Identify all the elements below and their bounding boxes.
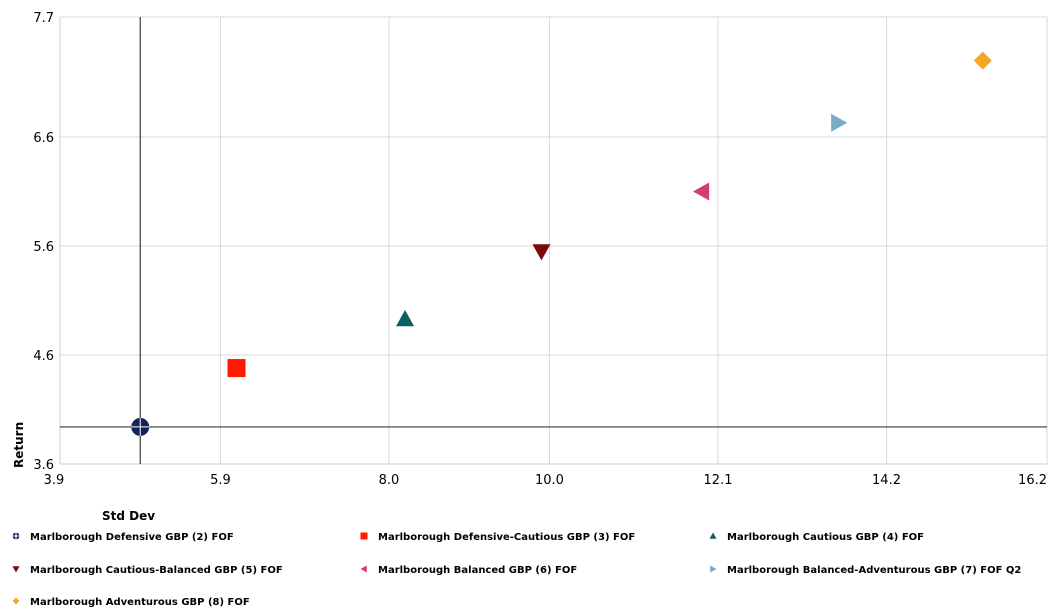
legend-item: Marlborough Adventurous GBP (8) FOF bbox=[12, 597, 250, 608]
x-tick-label: 14.2 bbox=[872, 473, 901, 488]
data-point bbox=[396, 309, 415, 327]
x-tick-labels: 3.9 5.9 8.0 10.0 12.1 14.2 16.2 bbox=[44, 473, 1047, 488]
reference-lines bbox=[60, 17, 1047, 464]
y-tick-label: 3.6 bbox=[33, 458, 54, 473]
grid-lines bbox=[59, 16, 1048, 465]
data-point bbox=[227, 359, 246, 378]
legend-marker bbox=[709, 532, 717, 539]
data-point bbox=[131, 417, 150, 436]
y-tick-label: 5.6 bbox=[33, 240, 54, 255]
x-tick-label: 10.0 bbox=[535, 473, 564, 488]
legend-label: Marlborough Defensive GBP (2) FOF bbox=[30, 532, 234, 543]
legend-label: Marlborough Defensive-Cautious GBP (3) F… bbox=[378, 532, 635, 543]
y-tick-label: 6.6 bbox=[33, 131, 54, 146]
y-tick-label: 4.6 bbox=[33, 349, 54, 364]
x-tick-label: 12.1 bbox=[704, 473, 733, 488]
legend-marker bbox=[360, 532, 368, 540]
x-axis-title: Std Dev bbox=[102, 509, 155, 523]
legend-item: Marlborough Defensive GBP (2) FOF bbox=[12, 532, 234, 543]
data-points bbox=[131, 51, 992, 436]
legend-item: Marlborough Defensive-Cautious GBP (3) F… bbox=[360, 532, 635, 543]
legend-marker bbox=[12, 532, 20, 540]
data-point bbox=[973, 51, 992, 70]
x-tick-label: 16.2 bbox=[1018, 473, 1047, 488]
axes bbox=[59, 17, 1047, 465]
legend-marker bbox=[12, 597, 20, 605]
legend-item: Marlborough Cautious-Balanced GBP (5) FO… bbox=[12, 565, 283, 576]
legend-item: Marlborough Balanced-Adventurous GBP (7)… bbox=[710, 565, 1021, 576]
y-tick-labels: 3.6 4.6 5.6 6.6 7.7 bbox=[33, 11, 54, 473]
legend-label: Marlborough Balanced GBP (6) FOF bbox=[378, 565, 577, 576]
legend-label: Marlborough Balanced-Adventurous GBP (7)… bbox=[727, 565, 1021, 576]
legend-label: Marlborough Adventurous GBP (8) FOF bbox=[30, 597, 250, 608]
legend-label: Marlborough Cautious GBP (4) FOF bbox=[727, 532, 924, 543]
x-tick-label: 3.9 bbox=[44, 473, 65, 488]
legend-marker bbox=[12, 566, 20, 573]
y-axis-title: Return bbox=[12, 422, 26, 468]
legend-label: Marlborough Cautious-Balanced GBP (5) FO… bbox=[30, 565, 283, 576]
legend-marker bbox=[360, 565, 367, 573]
x-tick-label: 5.9 bbox=[210, 473, 231, 488]
x-tick-label: 8.0 bbox=[379, 473, 400, 488]
y-tick-label: 7.7 bbox=[33, 11, 54, 26]
legend-item: Marlborough Cautious GBP (4) FOF bbox=[709, 532, 924, 543]
data-point bbox=[532, 244, 551, 261]
data-point bbox=[692, 182, 710, 201]
legend-item: Marlborough Balanced GBP (6) FOF bbox=[360, 565, 577, 576]
legend-marker bbox=[710, 565, 717, 573]
data-point bbox=[831, 113, 848, 132]
legend: Marlborough Defensive GBP (2) FOF Marlbor… bbox=[12, 532, 1021, 608]
